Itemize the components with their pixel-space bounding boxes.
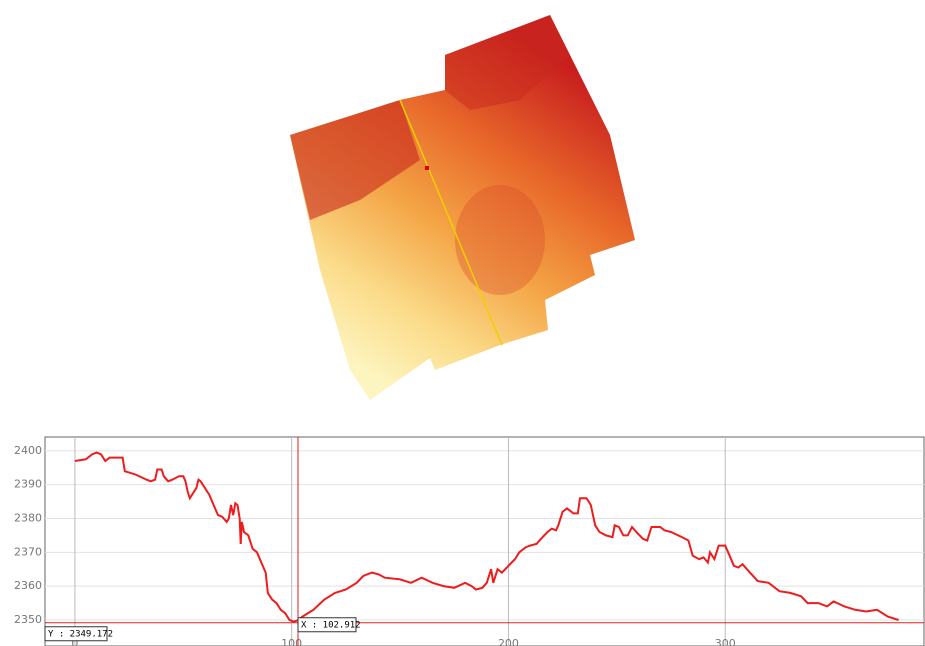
x-tick-label: 200 xyxy=(498,637,519,646)
screen: 2350236023702380239024000100200300Y : 23… xyxy=(0,0,925,646)
y-tick-label: 2370 xyxy=(14,545,42,558)
cursor-marker xyxy=(425,166,429,170)
cursor-y-label: Y : 2349.172 xyxy=(48,629,113,639)
page: {"chart_data": {"type": "line", "color":… xyxy=(0,0,925,646)
elevation-map xyxy=(290,15,635,400)
cursor-x-label: X : 102.912 xyxy=(301,620,361,630)
x-tick-label: 300 xyxy=(715,637,736,646)
dem-shade xyxy=(455,185,545,295)
y-tick-label: 2380 xyxy=(14,512,42,525)
plot-area xyxy=(45,437,924,646)
y-tick-label: 2400 xyxy=(14,444,42,457)
y-tick-label: 2360 xyxy=(14,579,42,592)
y-tick-label: 2350 xyxy=(14,613,42,626)
y-tick-label: 2390 xyxy=(14,478,42,491)
x-tick-label: 100 xyxy=(281,637,302,646)
